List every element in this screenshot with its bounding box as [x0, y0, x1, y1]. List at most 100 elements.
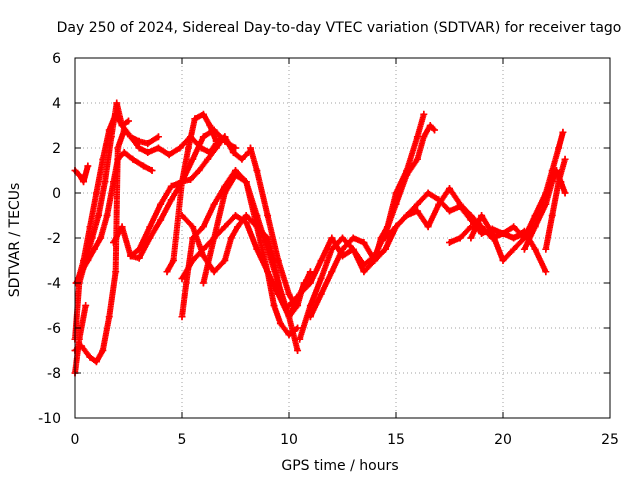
data-point [285, 290, 293, 298]
data-point [300, 279, 308, 287]
data-point [296, 290, 304, 298]
series-arc-14 [246, 144, 299, 309]
data-point [92, 189, 100, 197]
data-point [306, 279, 314, 287]
data-point [176, 144, 184, 152]
data-point [157, 216, 165, 224]
data-point [92, 358, 100, 366]
data-point [95, 212, 103, 219]
data-point [86, 223, 94, 231]
data-point [488, 230, 496, 237]
y-tick-label: 6 [52, 51, 61, 67]
data-point [413, 207, 421, 215]
y-tick-label: -6 [47, 321, 61, 337]
data-point [285, 331, 293, 339]
data-point [431, 126, 439, 134]
data-point [392, 223, 400, 231]
data-point [165, 151, 173, 159]
data-point [467, 234, 475, 242]
data-point [403, 212, 411, 219]
data-point [135, 254, 143, 262]
data-point [467, 223, 475, 231]
series-arc-13 [199, 171, 302, 339]
data-point [167, 182, 175, 190]
data-point [182, 279, 190, 287]
data-point [381, 245, 389, 253]
data-point [520, 245, 528, 253]
data-point [114, 144, 122, 152]
data-point [559, 128, 567, 136]
data-point [135, 144, 143, 152]
grid-lines [75, 58, 610, 418]
data-point [191, 115, 199, 123]
data-point [555, 178, 563, 186]
data-point [371, 257, 379, 264]
data-point [187, 176, 195, 183]
series-arc-20 [392, 122, 439, 208]
data-point [178, 275, 186, 282]
data-point [328, 268, 336, 276]
axis-ticks [74, 57, 611, 419]
data-point [110, 178, 118, 186]
data-point [548, 212, 556, 219]
data-point [184, 144, 192, 152]
data-point [189, 155, 197, 163]
data-point [510, 234, 518, 242]
data-point [360, 239, 368, 246]
data-point [242, 178, 250, 186]
data-point [478, 230, 486, 237]
data-points [71, 99, 569, 377]
data-point [234, 223, 242, 231]
data-point [548, 178, 556, 186]
data-point [212, 137, 220, 145]
data-point [561, 189, 569, 197]
data-point [204, 155, 212, 163]
data-point [199, 279, 207, 287]
data-point [82, 302, 90, 309]
data-point [392, 200, 400, 208]
data-point [317, 275, 325, 282]
data-point [80, 178, 88, 186]
data-point [542, 200, 550, 208]
data-point [413, 155, 421, 163]
data-point [178, 212, 186, 219]
data-point [285, 313, 293, 321]
data-point [360, 268, 368, 276]
data-point [125, 117, 132, 125]
data-point [435, 200, 443, 208]
data-point [80, 257, 88, 264]
data-point [99, 347, 107, 354]
data-point [129, 155, 137, 163]
tick-labels: 0 5 10 15 20 25 -10 -8 -6 -4 -2 0 2 4 6 [38, 51, 619, 448]
data-point [306, 313, 314, 321]
data-point [84, 162, 92, 170]
data-point [105, 126, 113, 134]
data-point [206, 122, 214, 129]
data-point [101, 178, 109, 186]
chart-title: Day 250 of 2024, Sidereal Day-to-day VTE… [57, 20, 622, 36]
data-point [467, 212, 475, 219]
data-point [253, 245, 261, 253]
data-point [306, 268, 314, 276]
data-point [238, 155, 246, 163]
data-point [199, 110, 207, 118]
y-tick-label: -10 [38, 411, 61, 427]
data-point [199, 133, 207, 141]
data-point [306, 302, 314, 309]
data-point [114, 155, 122, 163]
x-tick-label: 20 [494, 432, 512, 448]
y-tick-label: -4 [47, 276, 61, 292]
data-point [339, 234, 346, 242]
data-point [542, 268, 550, 276]
data-point [112, 268, 120, 276]
data-point [167, 196, 175, 204]
data-point [232, 212, 239, 219]
data-point [328, 234, 336, 242]
data-point [520, 234, 528, 242]
data-point [112, 110, 120, 118]
data-point [232, 171, 239, 179]
data-point [118, 223, 126, 231]
series-arc-24 [542, 155, 569, 253]
data-point [242, 212, 250, 219]
